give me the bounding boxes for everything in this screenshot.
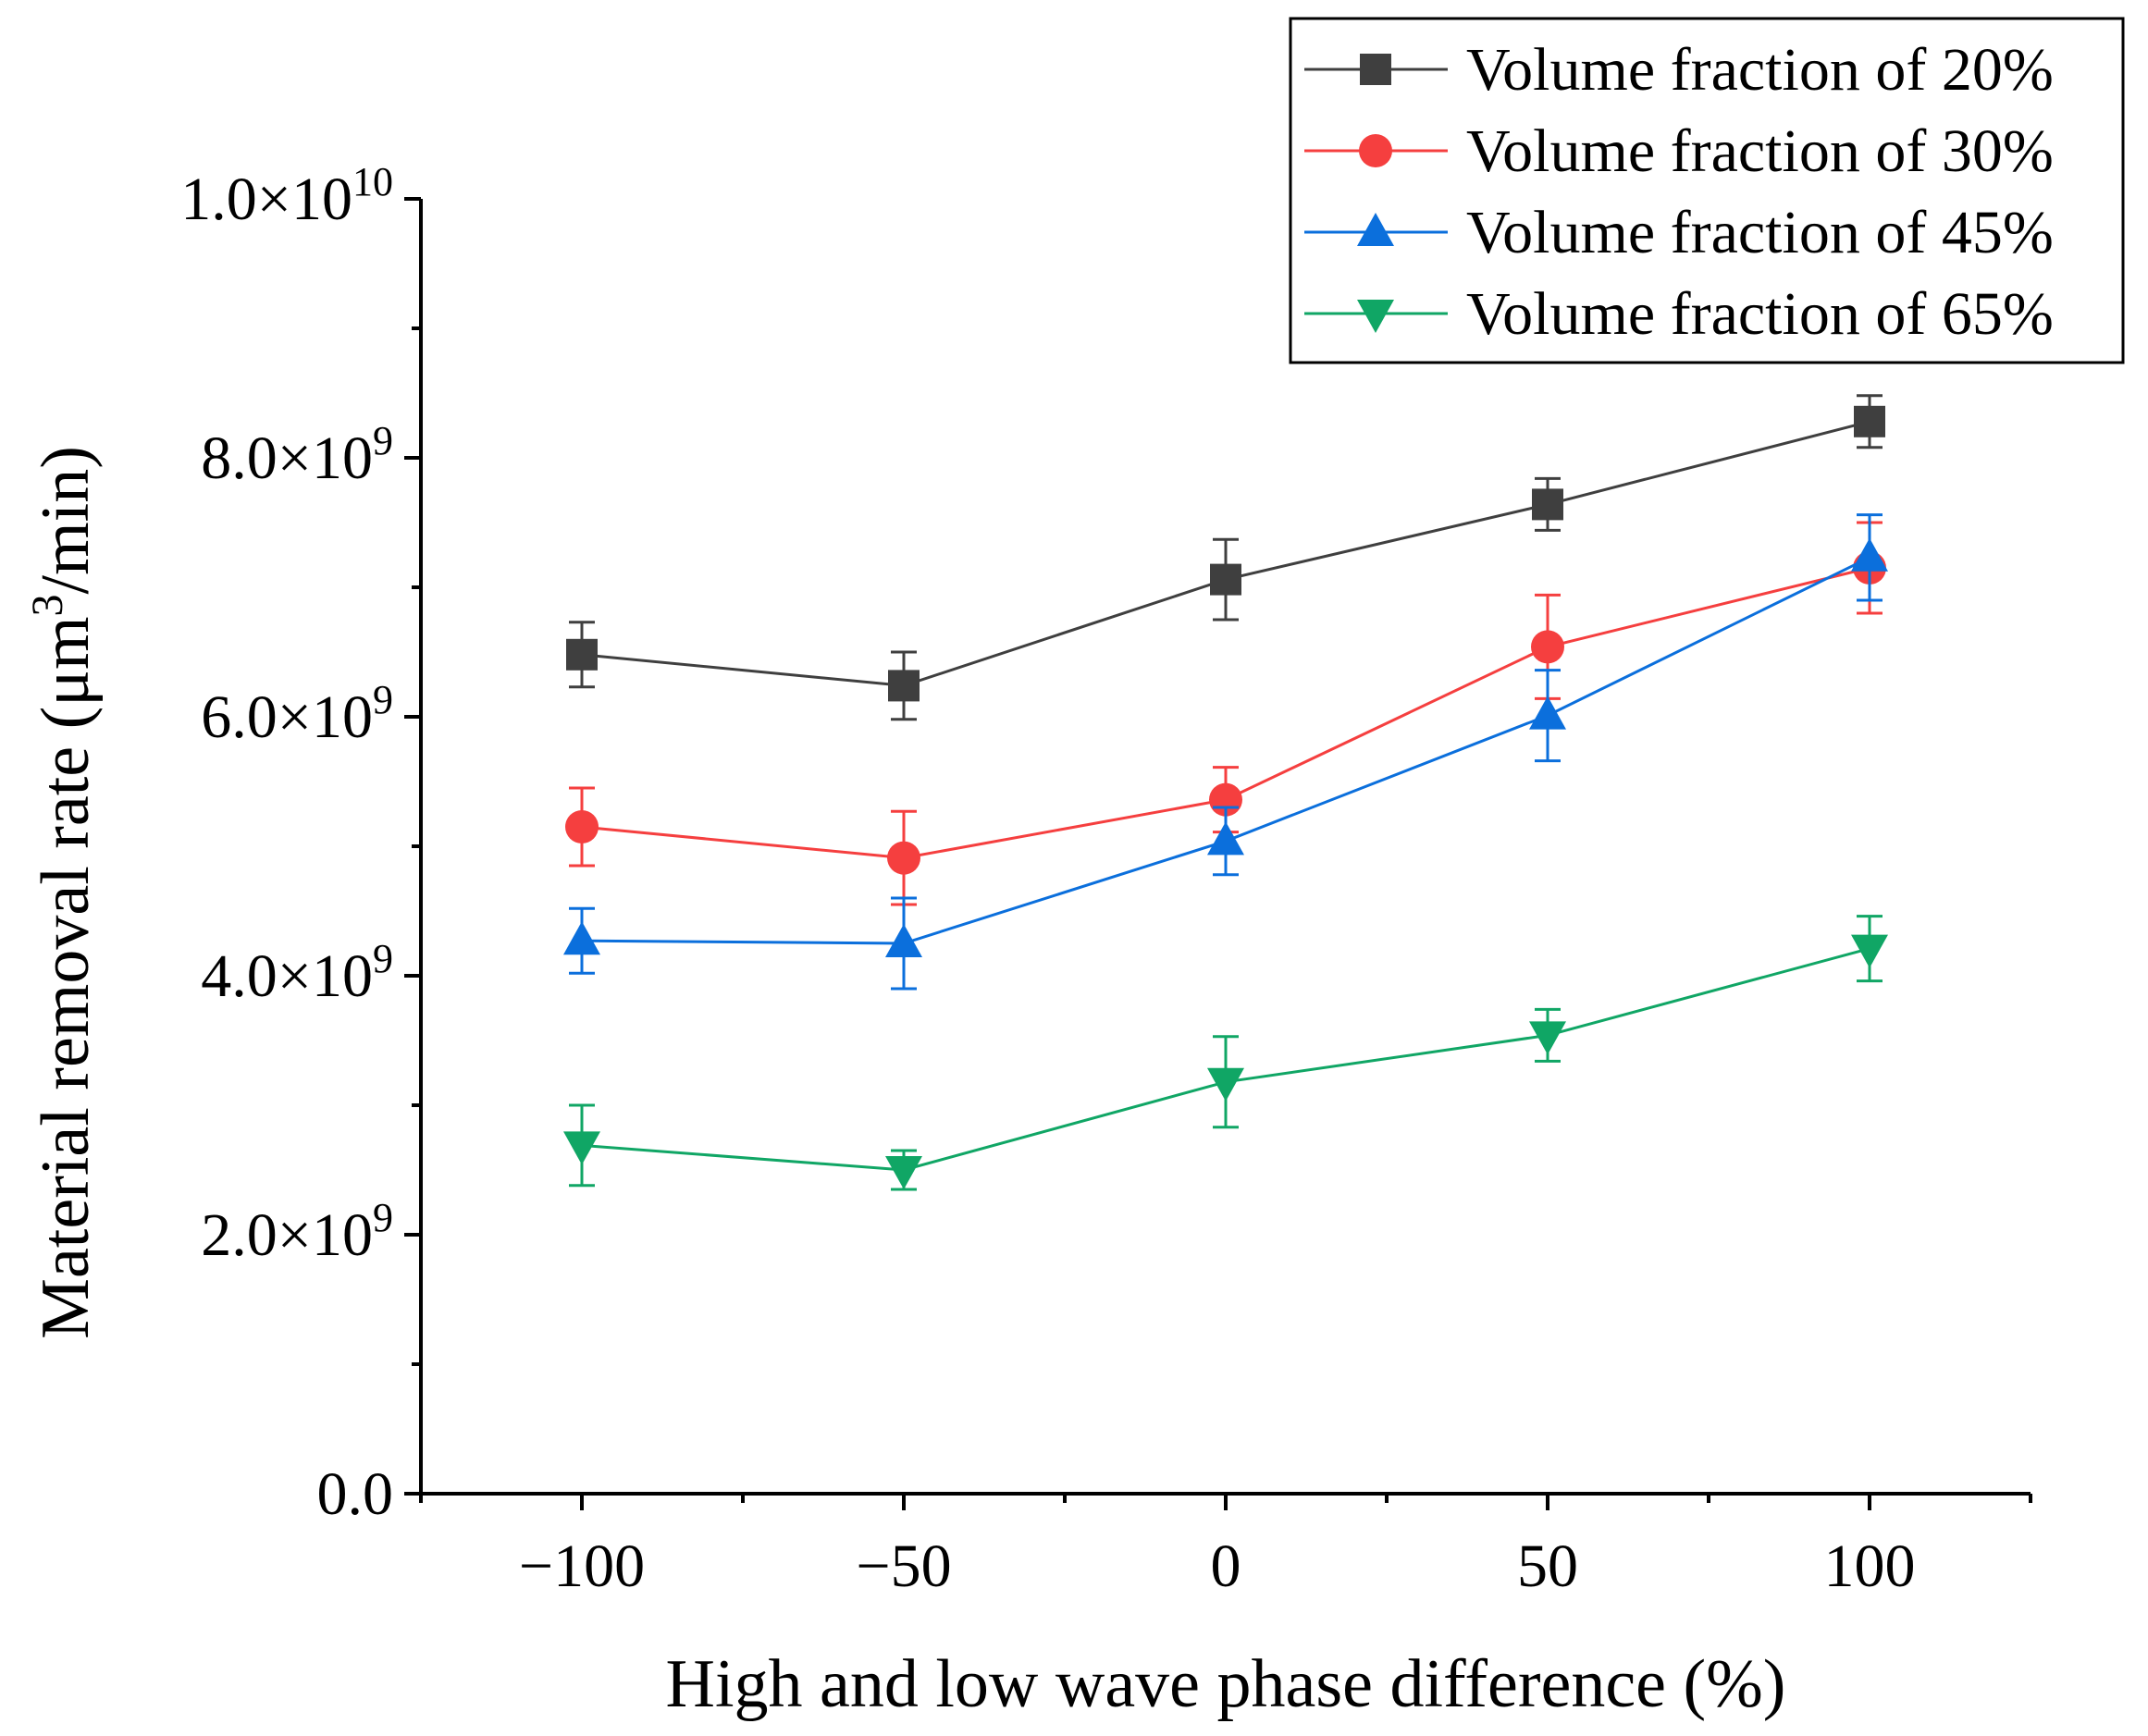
data-point <box>566 638 598 671</box>
series-group <box>563 394 1888 1191</box>
data-point <box>887 841 920 875</box>
x-tick-label: 100 <box>1824 1533 1916 1600</box>
x-tick-label: −50 <box>856 1533 951 1600</box>
legend-item: Volume fraction of 20% <box>1304 36 2054 104</box>
data-point <box>888 670 920 702</box>
x-tick-label: 0 <box>1211 1533 1241 1600</box>
plot-area: 0.0 2.0×109 4.0×109 6.0×109 8.0×109 1.0×1010 −… <box>180 159 2032 1600</box>
data-point <box>1532 488 1563 521</box>
data-point <box>1210 563 1241 596</box>
legend-marker <box>1357 300 1394 333</box>
legend: Volume fraction of 20% Volume fraction of… <box>1289 17 2125 364</box>
legend-items: Volume fraction of 20% Volume fraction of… <box>1304 36 2054 348</box>
y-tick-label: 0.0 <box>317 1460 394 1528</box>
data-point <box>1529 696 1566 730</box>
data-point <box>1854 405 1885 437</box>
data-point <box>563 921 600 955</box>
series-triangle-up <box>563 513 1888 991</box>
legend-label: Volume fraction of 65% <box>1466 280 2054 348</box>
legend-item: Volume fraction of 65% <box>1304 280 2054 348</box>
legend-label: Volume fraction of 30% <box>1466 117 2054 185</box>
data-point <box>1531 630 1564 664</box>
legend-box <box>1289 17 2125 364</box>
data-point <box>565 810 599 843</box>
series-square <box>566 394 1885 721</box>
legend-label: Volume fraction of 45% <box>1466 199 2054 266</box>
data-point <box>1851 537 1888 572</box>
y-tick-label: 2.0×109 <box>201 1195 393 1269</box>
y-tick-label: 1.0×1010 <box>180 159 393 233</box>
y-axis-title-main: Material removal rate (μm <box>28 616 104 1338</box>
x-axis-title: High and low wave phase difference (%) <box>666 1646 1786 1722</box>
x-tick-label: 50 <box>1517 1533 1578 1600</box>
legend-marker <box>1357 213 1394 246</box>
y-tick-label: 6.0×109 <box>201 677 393 751</box>
y-axis-title: Material removal rate (μm3/min) <box>23 446 104 1339</box>
y-axis-title-superscript: 3 <box>23 594 72 616</box>
legend-item: Volume fraction of 45% <box>1304 199 2054 266</box>
legend-label: Volume fraction of 20% <box>1466 36 2054 104</box>
data-point <box>1207 821 1244 856</box>
y-tick-label: 8.0×109 <box>201 418 393 492</box>
data-point <box>1529 1021 1566 1055</box>
legend-item: Volume fraction of 30% <box>1304 117 2054 185</box>
legend-marker <box>1360 54 1391 85</box>
y-tick-label: 4.0×109 <box>201 936 393 1010</box>
x-tick-label: −100 <box>519 1533 645 1600</box>
legend-marker <box>1359 134 1392 167</box>
data-point <box>885 924 922 957</box>
series-triangle-down <box>563 915 1888 1191</box>
data-point <box>1851 934 1888 968</box>
data-point <box>885 1156 922 1189</box>
axis-ticks: 0.0 2.0×109 4.0×109 6.0×109 8.0×109 1.0×1010 −… <box>180 159 2032 1600</box>
data-point <box>563 1131 600 1165</box>
y-axis-title-end: /min) <box>28 446 104 594</box>
data-point <box>1207 1067 1244 1102</box>
